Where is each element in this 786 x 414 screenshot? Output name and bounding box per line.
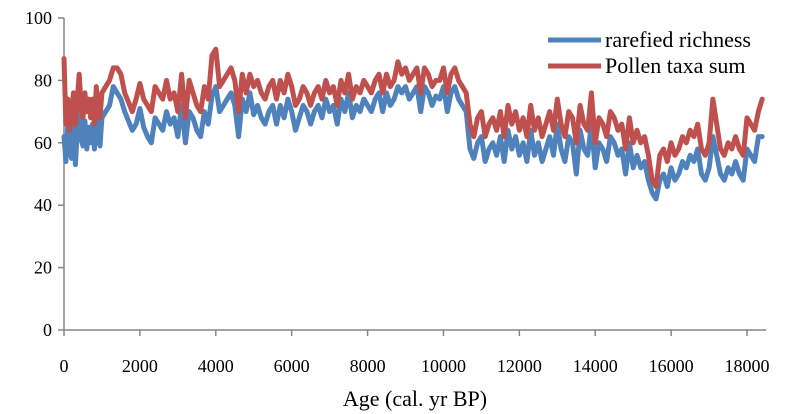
y-ticks: 0 20 40 60 80 100	[25, 8, 64, 340]
y-tick-label: 80	[34, 70, 52, 90]
x-ticks: 0 2000 4000 6000 8000 10000 12000 14000 16000 180…	[60, 330, 770, 376]
y-tick-label: 100	[25, 8, 52, 28]
y-tick-label: 60	[34, 133, 52, 153]
series-line-pollen-taxa-sum	[61, 46, 765, 189]
x-tick-label: 8000	[350, 356, 386, 376]
x-tick-label: 16000	[649, 356, 694, 376]
y-tick-label: 20	[34, 258, 52, 278]
series-line-rarefied-richness	[61, 84, 765, 202]
y-tick-label: 40	[34, 195, 52, 215]
x-tick-label: 0	[60, 356, 69, 376]
x-tick-label: 14000	[573, 356, 618, 376]
series-lines	[61, 46, 765, 202]
x-tick-label: 2000	[122, 356, 158, 376]
x-tick-label: 4000	[198, 356, 234, 376]
x-axis-title: Age (cal. yr BP)	[343, 386, 487, 411]
x-tick-label: 10000	[421, 356, 466, 376]
legend-label: Pollen taxa sum	[605, 53, 746, 78]
x-tick-label: 18000	[725, 356, 770, 376]
x-tick-label: 12000	[497, 356, 542, 376]
legend-label: rarefied richness	[605, 27, 751, 52]
y-tick-label: 0	[43, 320, 52, 340]
x-tick-label: 6000	[274, 356, 310, 376]
